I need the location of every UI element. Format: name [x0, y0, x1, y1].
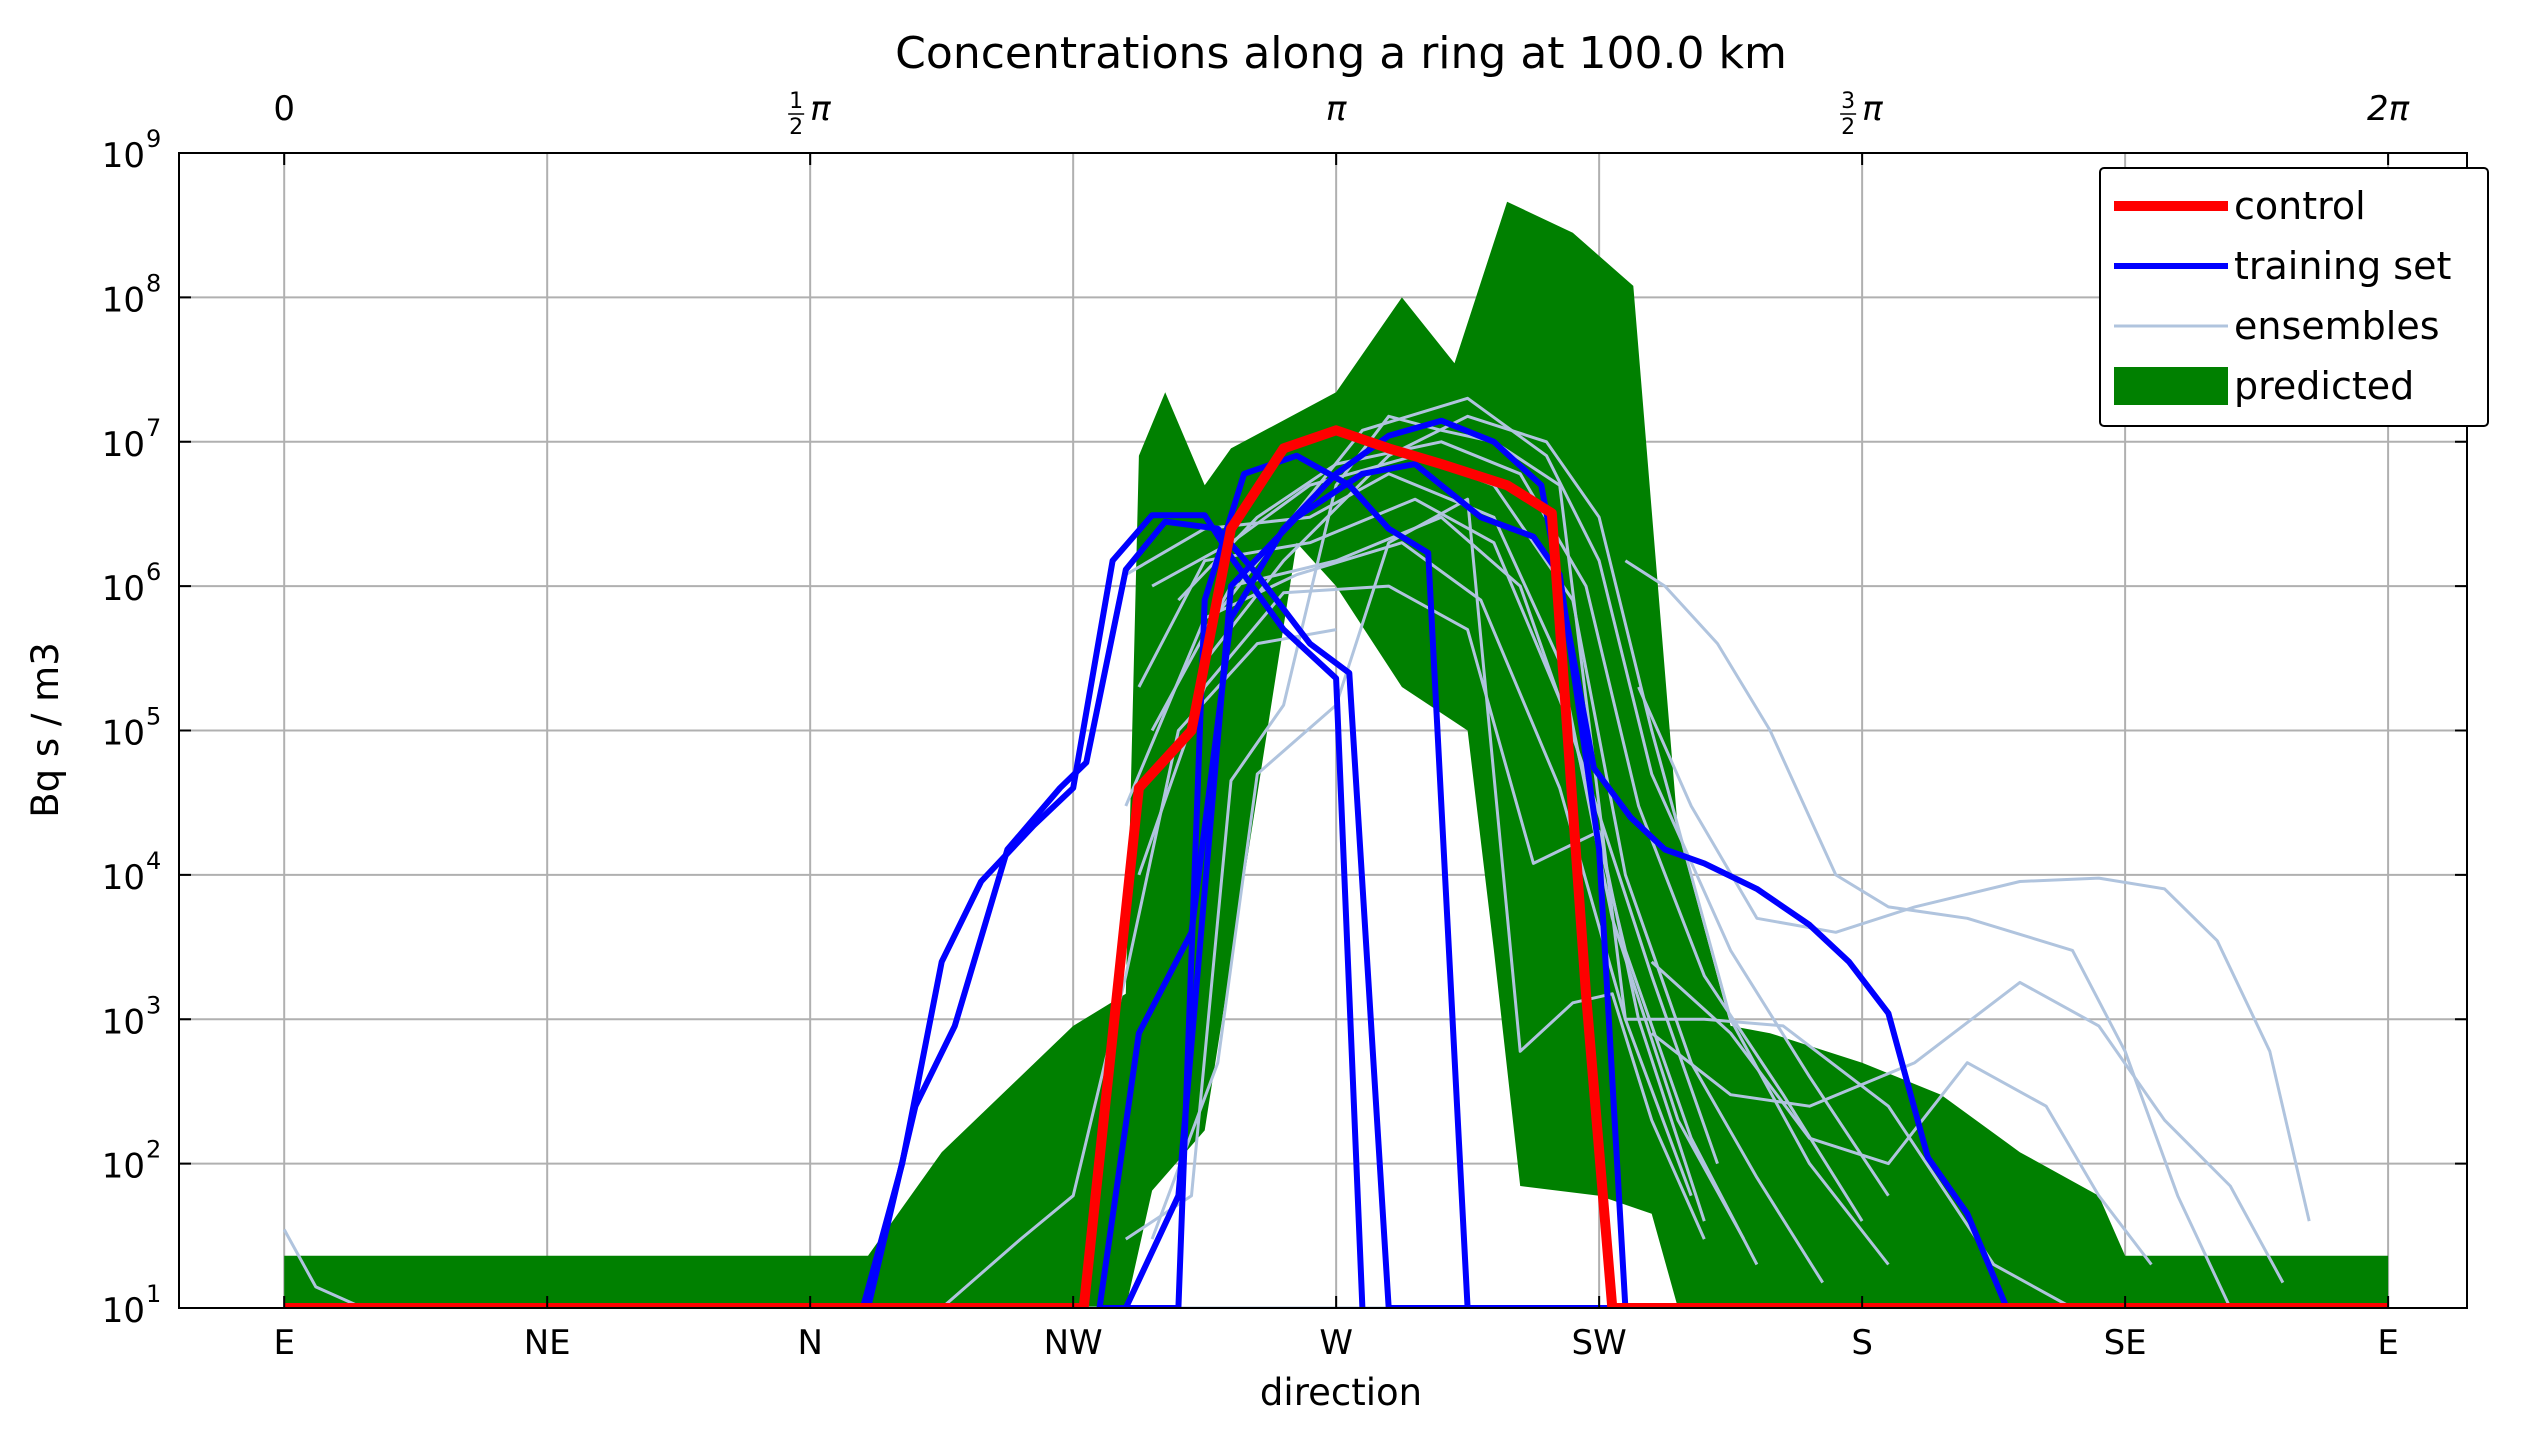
predicted-band-layer: [284, 201, 2389, 1308]
legend-box: [2099, 167, 2489, 427]
svg-text:10: 10: [102, 280, 145, 320]
predicted-band: [284, 201, 2389, 1308]
x-tick-label: S: [1851, 1323, 1873, 1363]
x-axis-label: direction: [1260, 1371, 1422, 1414]
svg-text:2: 2: [146, 1136, 161, 1164]
ensemble-line: [1150, 497, 1706, 1240]
svg-text:3: 3: [146, 991, 161, 1019]
ensemble-line: [940, 628, 1337, 1308]
legend-label: ensembles: [2234, 304, 2440, 348]
ensemble-line: [1124, 541, 1693, 1197]
top-tick-label: 32 π: [1840, 89, 1883, 140]
svg-text:9: 9: [146, 125, 161, 153]
x-tick-label: E: [273, 1323, 294, 1363]
y-axis-label: Bq s / m3: [24, 642, 67, 817]
y-tick-label: 10 9: [102, 125, 162, 176]
svg-text:2: 2: [789, 115, 803, 140]
ensemble-line: [1203, 396, 1890, 1197]
legend-swatch: [2114, 367, 2228, 405]
svg-text:4: 4: [146, 847, 161, 875]
ensemble-line: [1650, 980, 2285, 1284]
svg-text:0: 0: [273, 89, 295, 129]
x-tick-label: NW: [1044, 1323, 1103, 1363]
top-tick-label: 12 π: [788, 89, 831, 140]
ensemble-line: [1137, 584, 1706, 1222]
svg-text:10: 10: [102, 1002, 145, 1042]
svg-text:π: π: [1862, 89, 1883, 129]
y-tick-label: 10 2: [102, 1136, 162, 1187]
svg-text:10: 10: [102, 569, 145, 609]
training-set-line: [284, 518, 2389, 1308]
y-tick-label: 10 8: [102, 269, 162, 320]
legend: control training set ensembles predicted: [2099, 167, 2489, 427]
y-tick-label: 10 4: [102, 847, 162, 898]
ensemble-line: [1151, 454, 1824, 1284]
svg-text:5: 5: [146, 703, 161, 731]
svg-text:10: 10: [102, 714, 145, 754]
svg-text:8: 8: [146, 269, 161, 297]
svg-text:2: 2: [1841, 115, 1855, 140]
svg-text:1: 1: [146, 1280, 161, 1308]
plot-area: [282, 201, 2389, 1308]
svg-text:1: 1: [789, 89, 803, 114]
svg-text:3: 3: [1841, 89, 1855, 114]
svg-text:10: 10: [102, 1147, 145, 1187]
svg-text:10: 10: [102, 425, 145, 465]
ensemble-line: [1203, 414, 1890, 1266]
svg-text:6: 6: [146, 558, 161, 586]
ensemble-line: [1624, 559, 2232, 1308]
control-layer: [284, 425, 2389, 1308]
legend-label: training set: [2234, 244, 2451, 288]
top-tick-label: 0: [273, 89, 295, 129]
control-line: [284, 425, 2389, 1308]
svg-text:π: π: [1326, 89, 1347, 129]
training-set-line: [1096, 417, 2389, 1308]
svg-text:7: 7: [146, 414, 161, 442]
y-tick-label: 10 6: [102, 558, 162, 609]
top-tick-label: π: [1326, 89, 1347, 129]
svg-text:2π: 2π: [2367, 89, 2410, 129]
ensemble-line: [1650, 960, 2153, 1266]
legend-label: control: [2234, 184, 2366, 228]
svg-text:10: 10: [102, 1291, 145, 1331]
chart-title: Concentrations along a ring at 100.0 km: [895, 28, 1787, 79]
x-tick-label: SE: [2104, 1323, 2147, 1363]
top-axis-ticks: 0 12 π π 32 π 2π: [273, 89, 2410, 165]
top-tick-label: 2π: [2367, 89, 2410, 129]
x-tick-label: SW: [1572, 1323, 1627, 1363]
training-set-line: [1123, 461, 1629, 1308]
y-tick-label: 10 1: [102, 1280, 162, 1331]
x-tick-label: E: [2377, 1323, 2398, 1363]
legend-label: predicted: [2234, 364, 2414, 408]
ensemble-line: [282, 1228, 2389, 1308]
x-tick-label: W: [1319, 1323, 1353, 1363]
x-axis-ticks: E NE N NW W SW S SE E: [273, 1296, 2399, 1363]
y-tick-label: 10 7: [102, 414, 162, 465]
svg-text:π: π: [810, 89, 831, 129]
y-tick-label: 10 5: [102, 703, 162, 754]
y-tick-label: 10 3: [102, 991, 162, 1042]
x-tick-label: NE: [524, 1323, 571, 1363]
x-tick-label: N: [797, 1323, 822, 1363]
ensemble-line: [1125, 472, 1746, 1240]
svg-text:10: 10: [102, 136, 145, 176]
svg-text:10: 10: [102, 858, 145, 898]
training-set-layer: [284, 417, 2389, 1308]
